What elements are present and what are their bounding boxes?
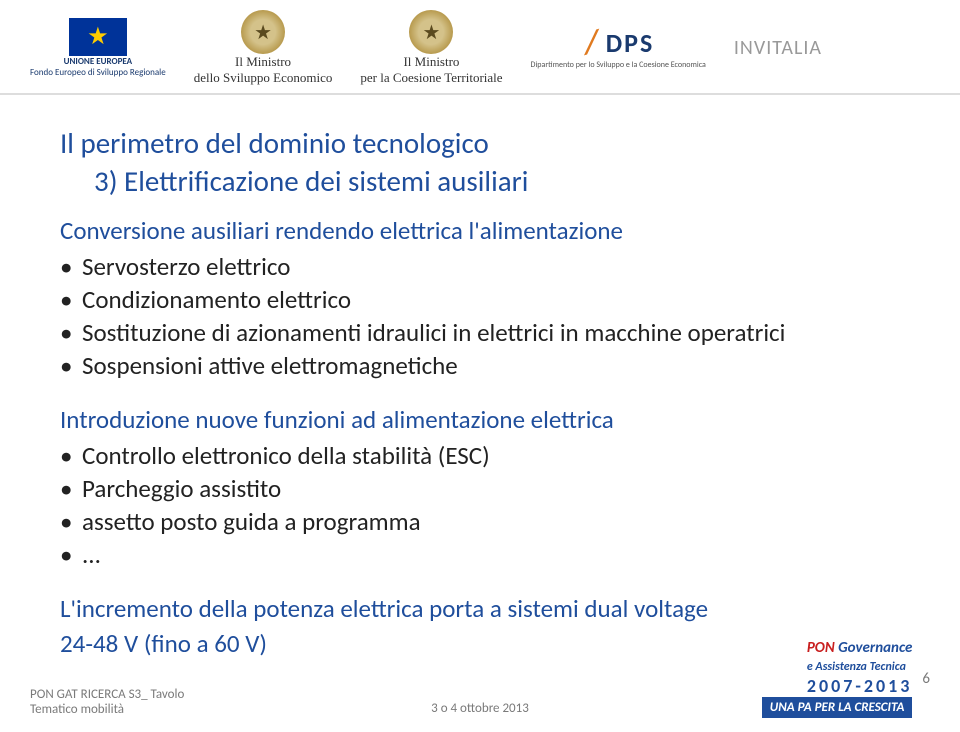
- logo-minister-2: ★ Il Ministro per la Coesione Territoria…: [360, 10, 502, 85]
- emblem1-line2: dello Sviluppo Economico: [194, 70, 333, 85]
- pon-red: PON: [807, 639, 835, 657]
- list-item: Servosterzo elettrico: [60, 250, 900, 283]
- eu-label-bold: UNIONE EUROPEA: [64, 56, 133, 67]
- eu-flag-icon: ★: [69, 18, 127, 56]
- footer-bar: PON GAT RICERCA S3_ Tavolo Tematico mobi…: [0, 639, 960, 718]
- list-item: ...: [60, 538, 900, 571]
- logo-invitalia: INVITALIA: [734, 36, 822, 60]
- page-number: 6: [922, 670, 930, 688]
- pon-years: 2007-2013: [807, 675, 913, 697]
- slide-title: Il perimetro del dominio tecnologico: [60, 125, 900, 161]
- footer-right: PON Governance e Assistenza Tecnica 2007…: [762, 639, 930, 718]
- section3-line1: L'incremento della potenza elettrica por…: [60, 593, 900, 624]
- header-bar: ★ UNIONE EUROPEA Fondo Europeo di Svilup…: [0, 0, 960, 95]
- emblem2-line2: per la Coesione Territoriale: [360, 70, 502, 85]
- section2-list: Controllo elettronico della stabilità (E…: [60, 439, 900, 571]
- footer-left-line2: Tematico mobilità: [30, 702, 124, 717]
- logo-minister-1: ★ Il Ministro dello Sviluppo Economico: [194, 10, 333, 85]
- pon-blue1: Governance: [838, 639, 912, 657]
- dps-text: DPS: [606, 27, 655, 59]
- list-item: Sospensioni attive elettromagnetiche: [60, 349, 900, 382]
- section1-heading: Conversione ausiliari rendendo elettrica…: [60, 215, 900, 246]
- swoosh-icon: ⟋: [578, 23, 606, 62]
- emblem1-line1: Il Ministro: [235, 54, 291, 69]
- section1-list: Servosterzo elettrico Condizionamento el…: [60, 250, 900, 382]
- pon-governance-logo: PON Governance e Assistenza Tecnica 2007…: [762, 639, 913, 718]
- dps-sub: Dipartimento per lo Sviluppo e la Coesio…: [531, 60, 706, 70]
- logo-eu: ★ UNIONE EUROPEA Fondo Europeo di Svilup…: [30, 18, 166, 78]
- logo-dps: ⟋ DPS Dipartimento per lo Sviluppo e la …: [531, 25, 706, 70]
- section2-heading: Introduzione nuove funzioni ad alimentaz…: [60, 404, 900, 435]
- slide-content: Il perimetro del dominio tecnologico 3) …: [0, 95, 960, 659]
- una-pa-banner: UNA PA PER LA CRESCITA: [762, 697, 913, 718]
- list-item: Controllo elettronico della stabilità (E…: [60, 439, 900, 472]
- slide-subtitle: 3) Elettrificazione dei sistemi ausiliar…: [94, 163, 900, 199]
- pon-blue2: e Assistenza Tecnica: [807, 660, 906, 674]
- list-item: Parcheggio assistito: [60, 472, 900, 505]
- emblem-icon: ★: [409, 10, 453, 54]
- footer-center: 3 o 4 ottobre 2013: [431, 701, 529, 716]
- list-item: assetto posto guida a programma: [60, 505, 900, 538]
- eu-label-sub: Fondo Europeo di Sviluppo Regionale: [30, 67, 166, 78]
- list-item: Sostituzione di azionamenti idraulici in…: [60, 316, 900, 349]
- footer-left: PON GAT RICERCA S3_ Tavolo Tematico mobi…: [30, 687, 184, 718]
- list-item: Condizionamento elettrico: [60, 283, 900, 316]
- emblem2-line1: Il Ministro: [403, 54, 459, 69]
- emblem-icon: ★: [241, 10, 285, 54]
- footer-left-line1: PON GAT RICERCA S3_ Tavolo: [30, 687, 184, 702]
